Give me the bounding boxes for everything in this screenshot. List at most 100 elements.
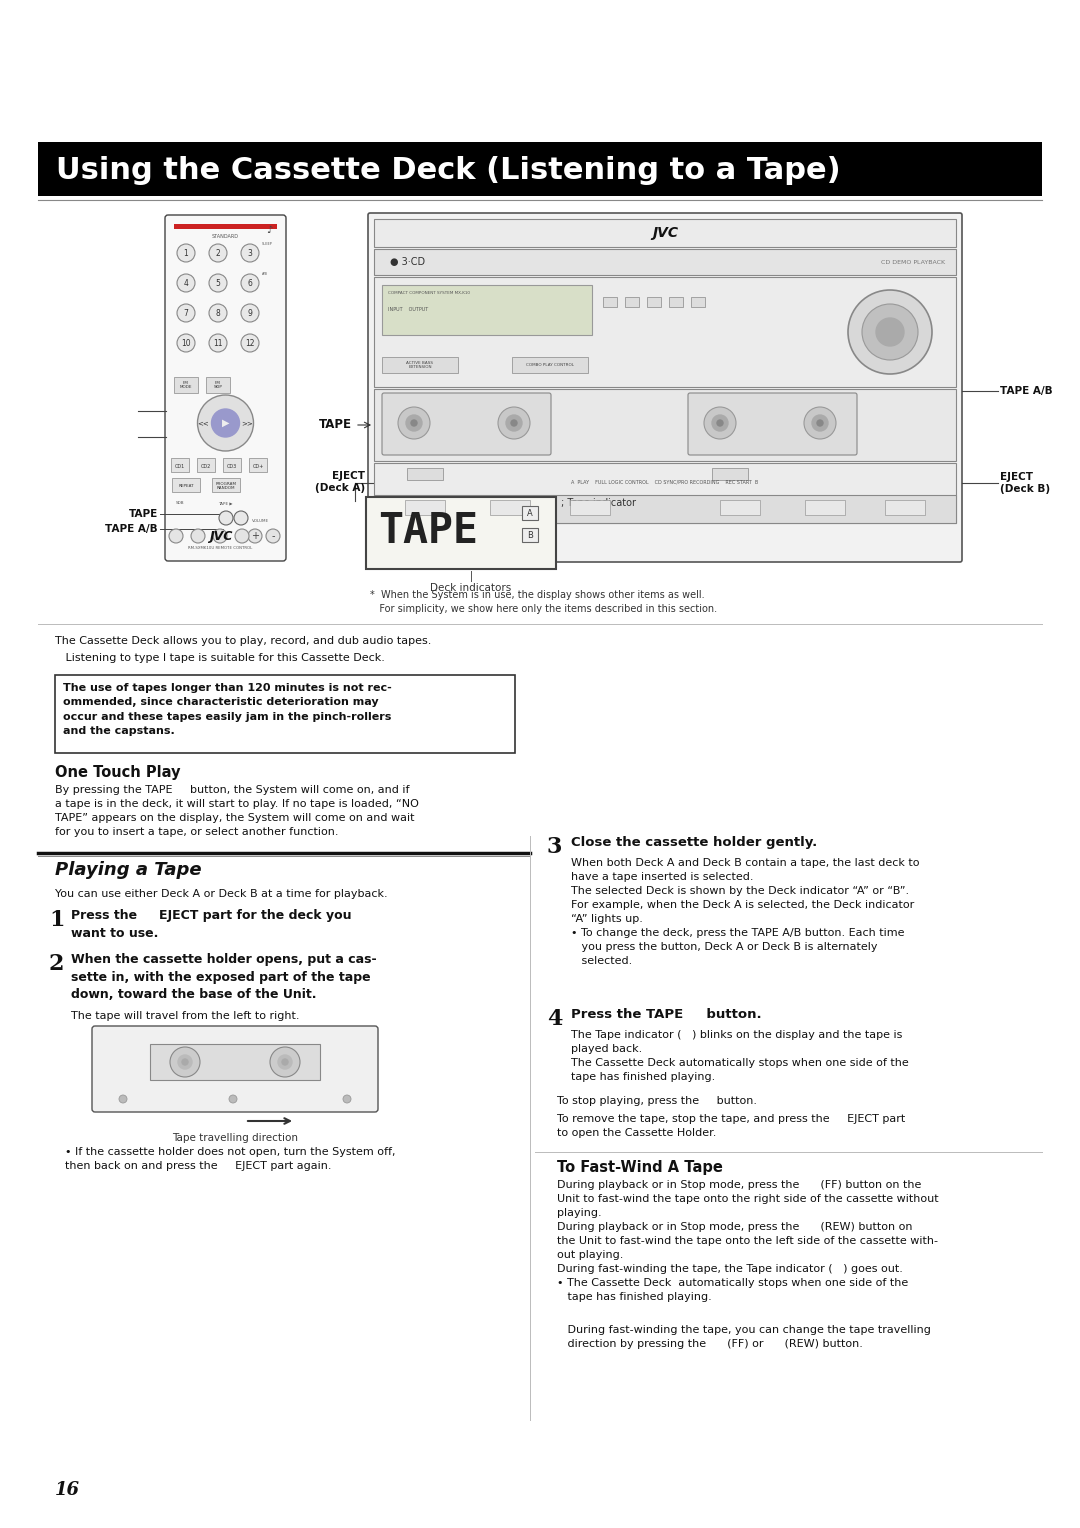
Circle shape	[168, 529, 183, 542]
Bar	[570, 500, 610, 515]
Text: Using the Cassette Deck (Listening to a Tape): Using the Cassette Deck (Listening to a …	[56, 156, 840, 185]
Text: TAPE: TAPE	[378, 510, 478, 552]
Text: CD1: CD1	[175, 463, 185, 469]
Text: A  PLAY    FULL LOGIC CONTROL    CD SYNC/PRO RECORDING    REC START  B: A PLAY FULL LOGIC CONTROL CD SYNC/PRO RE…	[571, 478, 758, 484]
Circle shape	[191, 529, 205, 542]
Circle shape	[219, 510, 233, 526]
Text: CD DEMO PLAYBACK: CD DEMO PLAYBACK	[881, 260, 945, 264]
Text: TAPE A/B: TAPE A/B	[106, 524, 158, 533]
Circle shape	[177, 244, 195, 261]
Circle shape	[119, 1096, 127, 1103]
Circle shape	[704, 406, 735, 439]
Text: During fast-winding the tape, you can change the tape travelling
   direction by: During fast-winding the tape, you can ch…	[557, 1325, 931, 1349]
Circle shape	[712, 416, 728, 431]
Text: To stop playing, press the     button.: To stop playing, press the button.	[557, 1096, 757, 1106]
Bar	[374, 219, 956, 248]
Circle shape	[862, 304, 918, 361]
Text: FM
SKIP: FM SKIP	[214, 380, 222, 390]
Text: Tape travelling direction: Tape travelling direction	[172, 1132, 298, 1143]
Bar	[720, 500, 760, 515]
Text: -: -	[271, 532, 274, 541]
Text: The use of tapes longer than 120 minutes is not rec-
ommended, since characteris: The use of tapes longer than 120 minutes…	[63, 683, 392, 736]
Circle shape	[241, 244, 259, 261]
Text: TAPE: TAPE	[129, 509, 158, 520]
Bar	[374, 463, 956, 523]
Bar	[222, 458, 241, 472]
Text: COMBO PLAY CONTROL: COMBO PLAY CONTROL	[526, 364, 573, 367]
Text: EJECT
(Deck B): EJECT (Deck B)	[1000, 472, 1050, 494]
Text: A: A	[527, 509, 532, 518]
Text: SDB: SDB	[176, 501, 185, 504]
Circle shape	[248, 529, 262, 542]
Circle shape	[212, 410, 240, 437]
Circle shape	[213, 529, 227, 542]
Bar	[405, 500, 445, 515]
Text: *  When the System is in use, the display shows other items as well.: * When the System is in use, the display…	[370, 590, 704, 601]
Text: Deck indicators: Deck indicators	[430, 584, 512, 593]
Text: ▶: ▶	[221, 419, 229, 428]
Text: ♪: ♪	[266, 225, 272, 235]
Text: Close the cassette holder gently.: Close the cassette holder gently.	[571, 836, 818, 850]
Text: 10: 10	[181, 339, 191, 347]
Text: ● 3·CD: ● 3·CD	[390, 257, 426, 267]
Circle shape	[848, 290, 932, 374]
Circle shape	[229, 1096, 237, 1103]
Bar	[174, 225, 276, 229]
Circle shape	[234, 510, 248, 526]
Circle shape	[241, 304, 259, 322]
Circle shape	[804, 406, 836, 439]
Text: Press the TAPE     button.: Press the TAPE button.	[571, 1008, 761, 1021]
Circle shape	[241, 335, 259, 351]
Bar	[712, 468, 748, 480]
Bar	[382, 358, 458, 373]
Text: 3: 3	[546, 836, 563, 859]
Text: 2: 2	[216, 249, 220, 258]
Bar	[603, 296, 617, 307]
Text: CD+: CD+	[253, 463, 264, 469]
Text: SLEEP: SLEEP	[262, 241, 273, 246]
Circle shape	[210, 244, 227, 261]
Text: 6: 6	[247, 278, 253, 287]
Text: 11: 11	[213, 339, 222, 347]
Bar	[197, 458, 215, 472]
Text: 3: 3	[247, 249, 253, 258]
Circle shape	[210, 304, 227, 322]
Text: When the cassette holder opens, put a cas-
sette in, with the exposed part of th: When the cassette holder opens, put a ca…	[71, 953, 377, 1001]
Bar	[522, 506, 538, 520]
Text: 16: 16	[55, 1481, 80, 1499]
Text: 9: 9	[247, 309, 253, 318]
Text: 4: 4	[184, 278, 188, 287]
Bar	[206, 377, 230, 393]
Bar	[172, 478, 200, 492]
Circle shape	[177, 335, 195, 351]
Text: During playback or in Stop mode, press the      (FF) button on the
Unit to fast-: During playback or in Stop mode, press t…	[557, 1180, 939, 1302]
FancyBboxPatch shape	[165, 215, 286, 561]
Circle shape	[282, 1059, 288, 1065]
Bar	[171, 458, 189, 472]
Circle shape	[411, 420, 417, 426]
FancyBboxPatch shape	[92, 1025, 378, 1112]
Text: 2: 2	[49, 953, 65, 975]
Text: 1: 1	[184, 249, 188, 258]
Text: A/B: A/B	[262, 272, 268, 277]
Bar	[174, 377, 198, 393]
Bar	[38, 142, 1042, 196]
Bar	[885, 500, 924, 515]
Text: To Fast-Wind A Tape: To Fast-Wind A Tape	[557, 1160, 723, 1175]
Text: +: +	[251, 532, 259, 541]
Text: TAPE: TAPE	[319, 417, 352, 431]
Circle shape	[399, 406, 430, 439]
Circle shape	[178, 1054, 192, 1070]
Bar	[805, 500, 845, 515]
Bar	[625, 296, 639, 307]
Text: B: B	[527, 530, 532, 539]
Text: You can use either Deck A or Deck B at a time for playback.: You can use either Deck A or Deck B at a…	[55, 889, 388, 898]
Bar	[691, 296, 705, 307]
Bar	[374, 277, 956, 387]
Circle shape	[343, 1096, 351, 1103]
Bar	[374, 249, 956, 275]
Text: INPUT    OUTPUT: INPUT OUTPUT	[388, 307, 429, 312]
Text: When both Deck A and Deck B contain a tape, the last deck to
have a tape inserte: When both Deck A and Deck B contain a ta…	[571, 859, 919, 966]
Text: One Touch Play: One Touch Play	[55, 766, 180, 779]
Text: COMPACT COMPONENT SYSTEM MX-K10: COMPACT COMPONENT SYSTEM MX-K10	[388, 290, 470, 295]
